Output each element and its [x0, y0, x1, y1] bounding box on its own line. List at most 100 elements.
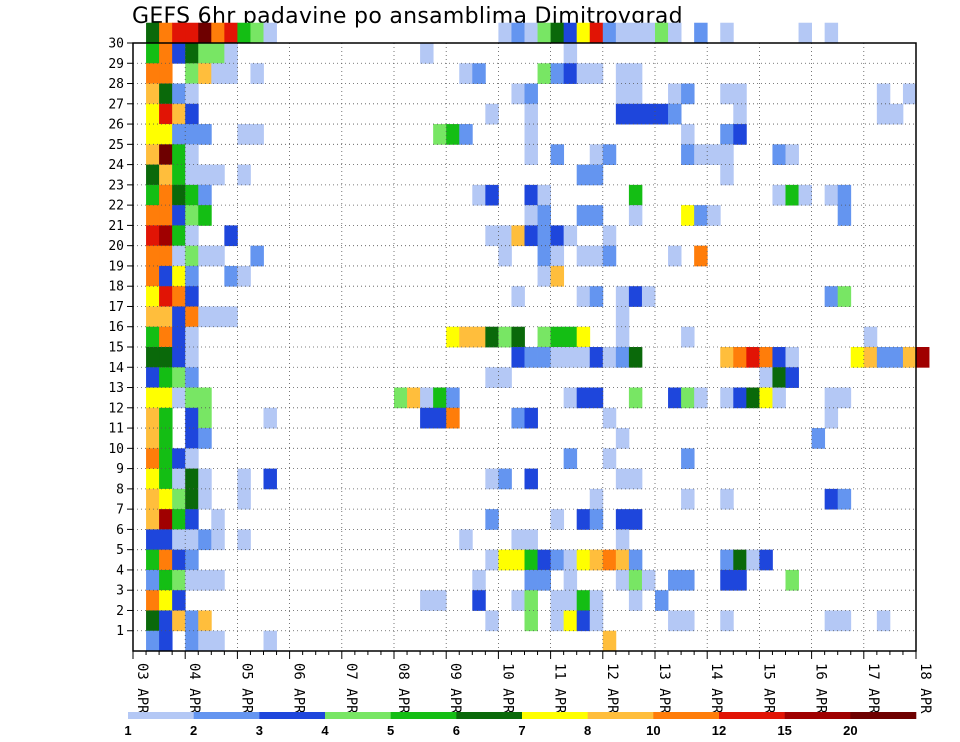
heatmap-cell [589, 509, 604, 530]
heatmap-cell [563, 448, 578, 469]
heatmap-cell [615, 22, 630, 44]
heatmap-cell [185, 347, 199, 368]
heatmap-cell [668, 83, 682, 105]
heatmap-cell [172, 347, 186, 368]
heatmap-cell [146, 367, 160, 388]
heatmap-cell [537, 63, 551, 84]
y-tick-label: 10 [108, 442, 124, 457]
heatmap-cell [694, 22, 708, 44]
heatmap-cell [433, 407, 447, 429]
heatmap-cell [746, 549, 760, 571]
heatmap-cell [420, 590, 434, 611]
legend-swatch [784, 712, 851, 719]
heatmap-cell [524, 569, 538, 591]
heatmap-cell [211, 630, 225, 652]
heatmap-cell [563, 326, 578, 348]
heatmap-cell [472, 569, 486, 591]
heatmap-cell [250, 22, 264, 44]
gridlines [133, 43, 916, 651]
heatmap-cell [511, 529, 525, 551]
heatmap-cell [185, 22, 199, 44]
heatmap-cell [733, 347, 747, 368]
heatmap-cell [524, 124, 538, 145]
heatmap-cell [602, 22, 617, 44]
legend-label: 15 [777, 723, 791, 738]
heatmap-cell [681, 326, 695, 348]
heatmap-cell [576, 347, 591, 368]
heatmap-cell [459, 124, 473, 145]
heatmap-cell [198, 569, 212, 591]
heatmap-cell [668, 387, 682, 409]
heatmap-cell [824, 407, 839, 429]
heatmap-cell [576, 286, 591, 307]
heatmap-cell [198, 468, 212, 490]
x-tick-label: 18 APR [917, 663, 933, 714]
x-tick-label: 10 APR [499, 663, 515, 714]
heatmap-cell [185, 326, 199, 348]
heatmap-cell [550, 144, 565, 165]
heatmap-cell [211, 245, 225, 267]
heatmap-cell [198, 63, 212, 84]
heatmap-cell [146, 225, 160, 247]
heatmap-cell [224, 63, 238, 84]
heatmap-cell [772, 367, 786, 388]
heatmap-cell [524, 610, 538, 632]
x-tick-label: 13 APR [656, 663, 672, 714]
legend-label: 20 [843, 723, 857, 738]
y-tick-label: 6 [116, 523, 124, 538]
heatmap-cell [537, 205, 551, 226]
heatmap-cell [681, 83, 695, 105]
heatmap-cell [511, 22, 525, 44]
x-tick-label: 03 APR [134, 663, 150, 714]
heatmap-cell [720, 549, 734, 571]
heatmap-cell [172, 468, 186, 490]
heatmap-cell [224, 43, 238, 64]
heatmap-cell [537, 347, 551, 368]
x-tick-label: 08 APR [395, 663, 411, 714]
heatmap-cell [772, 387, 786, 409]
heatmap-cell [485, 509, 499, 530]
heatmap-cell [824, 387, 839, 409]
heatmap-cell [472, 63, 486, 84]
heatmap-cell [524, 225, 538, 247]
heatmap-cell [185, 225, 199, 247]
heatmap-cell [798, 184, 812, 206]
heatmap-cell [198, 488, 212, 510]
heatmap-cell [211, 529, 225, 551]
heatmap-cell [433, 387, 447, 409]
legend-swatch [325, 712, 391, 719]
y-tick-label: 20 [108, 239, 124, 254]
heatmap-cell [159, 468, 173, 490]
heatmap-cell [172, 184, 186, 206]
heatmap-cell [172, 83, 186, 105]
heatmap-cell [185, 428, 199, 449]
heatmap-cell [602, 245, 617, 267]
y-tick-label: 22 [108, 199, 124, 214]
heatmap-cell [420, 387, 434, 409]
heatmap-cell [172, 103, 186, 125]
heatmap-cell [576, 549, 591, 571]
heatmap-cell [159, 326, 173, 348]
legend-label: 5 [387, 723, 394, 738]
heatmap-cell [159, 509, 173, 530]
heatmap-cell [146, 407, 160, 429]
heatmap-cell [524, 205, 538, 226]
heatmap-cell [407, 387, 421, 409]
heatmap-cell [172, 124, 186, 145]
heatmap-cell [537, 549, 551, 571]
heatmap-cell [615, 347, 630, 368]
heatmap-cell [720, 164, 734, 186]
heatmap-cell [668, 610, 682, 632]
heatmap-cell [485, 184, 499, 206]
x-tick-label: 04 APR [186, 663, 202, 714]
heatmap-cell [837, 488, 852, 510]
y-tick-label: 17 [108, 300, 124, 315]
heatmap-cell [472, 590, 486, 611]
heatmap-cell [824, 286, 839, 307]
heatmap-cell [707, 144, 721, 165]
heatmap-cell [511, 326, 525, 348]
heatmap-cell [185, 144, 199, 165]
heatmap-cell [720, 124, 734, 145]
heatmap-cell [615, 549, 630, 571]
x-tick-label: 09 APR [447, 663, 463, 714]
